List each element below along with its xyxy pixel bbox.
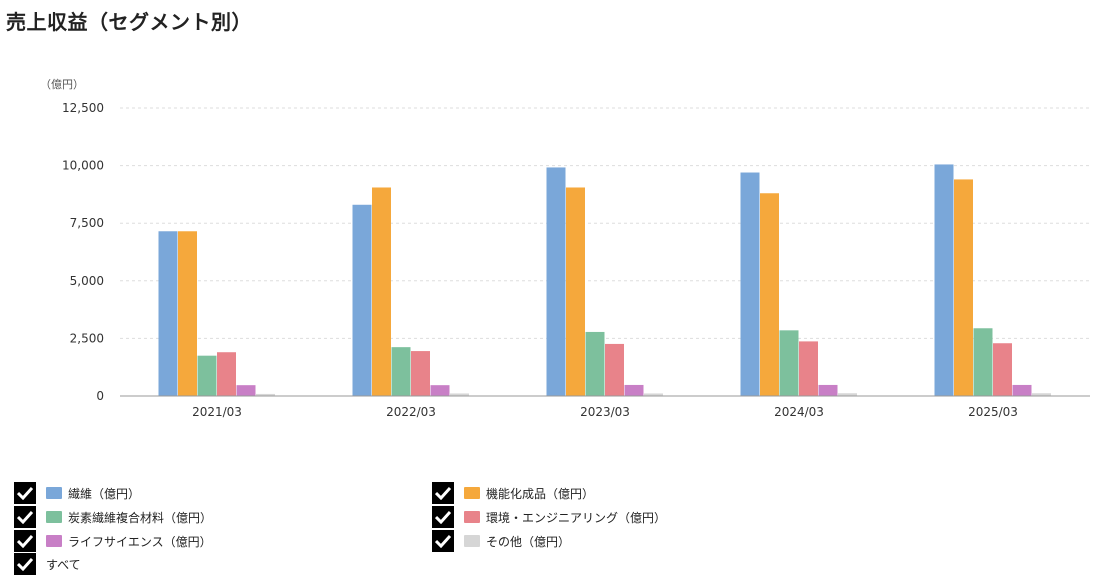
- legend-label: 炭素繊維複合材料（億円）: [68, 510, 213, 525]
- chart-legend: 繊維（億円） 機能化成品（億円） 炭素繊維複合材料（億円） 環境・エンジニアリン…: [0, 478, 1102, 582]
- bar: [799, 341, 818, 396]
- bar: [760, 193, 779, 396]
- checkbox-checked-icon[interactable]: [432, 506, 454, 528]
- legend-item-series-5[interactable]: その他（億円）: [432, 530, 570, 552]
- bar: [585, 331, 605, 396]
- legend-item-series-2[interactable]: 炭素繊維複合材料（億円）: [14, 506, 212, 528]
- x-tick-label: 2022/03: [386, 405, 436, 419]
- legend-swatch: [464, 535, 480, 547]
- checkbox-checked-icon[interactable]: [432, 482, 454, 504]
- x-tick-label: 2024/03: [774, 405, 824, 419]
- y-tick-label: 2,500: [70, 331, 104, 345]
- page-title: 売上収益（セグメント別）: [6, 10, 252, 34]
- y-tick-label: 10,000: [62, 159, 104, 173]
- bar: [954, 179, 973, 396]
- bar: [740, 172, 760, 396]
- y-axis-unit-label: （億円）: [40, 78, 84, 91]
- bar: [934, 164, 954, 396]
- bar: [256, 393, 275, 396]
- legend-swatch: [46, 535, 62, 547]
- bar: [624, 384, 644, 396]
- checkbox-checked-icon[interactable]: [14, 482, 36, 504]
- legend-swatch: [46, 487, 62, 499]
- bar: [411, 351, 430, 396]
- checkbox-checked-icon[interactable]: [14, 530, 36, 552]
- y-tick-label: 7,500: [70, 216, 104, 230]
- bar: [546, 167, 566, 396]
- chart-bars: [158, 164, 1051, 396]
- bar: [197, 355, 217, 396]
- legend-label: 環境・エンジニアリング（億円）: [486, 510, 667, 525]
- bar: [1012, 384, 1032, 396]
- bar: [818, 384, 838, 396]
- x-tick-label: 2023/03: [580, 405, 630, 419]
- bar: [993, 343, 1012, 396]
- legend-item-series-1[interactable]: 機能化成品（億円）: [432, 482, 594, 504]
- legend-label: ライフサイエンス（億円）: [68, 534, 212, 549]
- bar: [178, 231, 197, 396]
- bar: [1032, 393, 1051, 396]
- bar: [352, 204, 372, 396]
- y-tick-label: 5,000: [70, 274, 104, 288]
- y-tick-label: 12,500: [62, 101, 104, 115]
- legend-all-label: すべて: [46, 557, 81, 572]
- bar: [605, 343, 624, 396]
- bar: [450, 393, 469, 396]
- legend-item-series-3[interactable]: 環境・エンジニアリング（億円）: [432, 506, 666, 528]
- legend-item-all[interactable]: すべて: [14, 553, 81, 575]
- checkbox-checked-icon[interactable]: [14, 506, 36, 528]
- legend-item-series-4[interactable]: ライフサイエンス（億円）: [14, 530, 212, 552]
- bar: [372, 187, 391, 396]
- bar: [391, 347, 411, 396]
- checkbox-checked-icon[interactable]: [14, 553, 36, 575]
- legend-label: 繊維（億円）: [68, 486, 141, 501]
- legend-swatch: [46, 511, 62, 523]
- x-tick-label: 2025/03: [968, 405, 1018, 419]
- legend-label: その他（億円）: [486, 534, 571, 549]
- x-axis-ticks: 2021/03 2022/03 2023/03 2024/03 2025/03: [192, 405, 1018, 419]
- bar-chart: 0 2,500 5,000 7,500 10,000 12,500 2021/03 2022…: [62, 101, 1090, 419]
- bar: [973, 328, 993, 396]
- bar: [779, 330, 799, 396]
- bar: [566, 187, 585, 396]
- bar: [217, 352, 236, 396]
- bar: [236, 385, 256, 396]
- bar: [838, 393, 857, 396]
- y-axis-ticks: 0 2,500 5,000 7,500 10,000 12,500: [62, 101, 104, 403]
- bar: [430, 385, 450, 396]
- legend-swatch: [464, 511, 480, 523]
- checkbox-checked-icon[interactable]: [432, 530, 454, 552]
- bar: [644, 393, 663, 396]
- legend-swatch: [464, 487, 480, 499]
- bar: [158, 231, 178, 396]
- legend-label: 機能化成品（億円）: [486, 486, 595, 501]
- x-tick-label: 2021/03: [192, 405, 242, 419]
- legend-item-series-0[interactable]: 繊維（億円）: [14, 482, 140, 504]
- y-tick-label: 0: [96, 389, 104, 403]
